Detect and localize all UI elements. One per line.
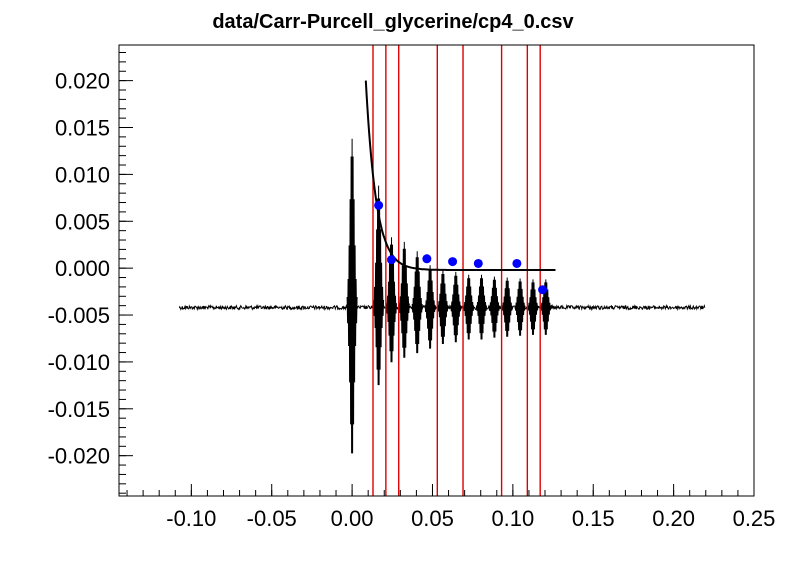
echo-9	[476, 274, 487, 340]
data-point-2	[422, 254, 432, 264]
x-tick-label: 0.15	[572, 506, 615, 531]
y-tick-label: 0.005	[55, 209, 110, 234]
echo-13	[527, 279, 539, 335]
echo-11	[501, 277, 513, 337]
plot-frame	[118, 44, 755, 497]
chart-title: data/Carr-Purcell_glycerine/cp4_0.csv	[212, 11, 574, 33]
echo-1	[373, 185, 385, 386]
fit-curve	[364, 80, 556, 271]
echo-5	[424, 265, 436, 349]
x-tick-label: 0.20	[652, 506, 695, 531]
x-tick-label: -0.05	[247, 506, 297, 531]
data-point-4	[473, 258, 483, 268]
y-tick-label: 0.015	[55, 116, 110, 141]
data-point-6	[538, 285, 548, 295]
y-tick-label: -0.020	[48, 444, 110, 469]
axes: -0.10 -0.05 0.00 0.05 0.10 0.15 0.20 0.25 -0.020…	[48, 52, 776, 531]
echo-7	[450, 271, 462, 343]
y-tick-label: -0.010	[48, 350, 110, 375]
plot-area	[178, 45, 706, 496]
echo-3	[398, 241, 410, 358]
y-tick-label: -0.015	[48, 397, 110, 422]
echo-2	[386, 237, 397, 363]
data-point-5	[512, 258, 522, 268]
data-point-3	[448, 257, 458, 267]
echo-10	[488, 276, 500, 338]
x-tick-label: -0.10	[166, 506, 216, 531]
data-point-0	[374, 200, 384, 210]
x-tick-label: 0.25	[733, 506, 776, 531]
y-tick-label: -0.005	[48, 303, 110, 328]
x-tick-label: 0.00	[331, 506, 374, 531]
echo-8	[463, 274, 475, 340]
echo-0	[346, 138, 358, 454]
data-point-1	[386, 255, 396, 265]
echo-12	[514, 278, 526, 336]
y-tick-label: 0.020	[55, 69, 110, 94]
y-tick-label: 0.010	[55, 162, 110, 187]
echo-14	[540, 279, 552, 335]
y-tick-label: 0.000	[55, 256, 110, 281]
x-tick-label: 0.05	[411, 506, 454, 531]
x-tick-label: 0.10	[491, 506, 534, 531]
echo-4	[411, 251, 423, 354]
